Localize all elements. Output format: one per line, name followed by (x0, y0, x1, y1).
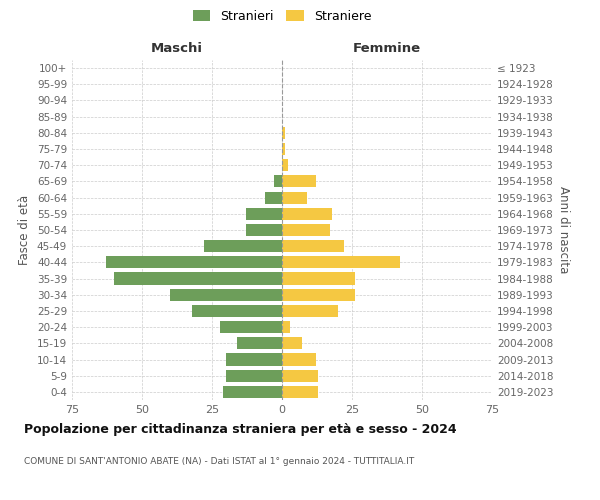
Bar (245, 224, 282, 236)
Bar (226, 354, 282, 366)
Y-axis label: Anni di nascita: Anni di nascita (557, 186, 570, 274)
Bar (265, 192, 282, 203)
Bar (106, 256, 282, 268)
Bar (203, 240, 282, 252)
Bar (223, 386, 282, 398)
Bar (282, 208, 332, 220)
Bar (282, 338, 302, 349)
Text: Popolazione per cittadinanza straniera per età e sesso - 2024: Popolazione per cittadinanza straniera p… (24, 422, 457, 436)
Bar (282, 176, 316, 188)
Bar (282, 127, 285, 139)
Bar (282, 305, 338, 317)
Bar (282, 321, 290, 333)
Bar (282, 288, 355, 301)
Bar (193, 305, 282, 317)
Bar (237, 338, 282, 349)
Bar (282, 159, 287, 172)
Bar (282, 354, 316, 366)
Text: Femmine: Femmine (353, 42, 421, 55)
Bar (282, 224, 329, 236)
Y-axis label: Fasce di età: Fasce di età (19, 195, 31, 265)
Bar (282, 143, 285, 155)
Bar (282, 272, 355, 284)
Bar (282, 240, 344, 252)
Text: COMUNE DI SANT'ANTONIO ABATE (NA) - Dati ISTAT al 1° gennaio 2024 - TUTTITALIA.I: COMUNE DI SANT'ANTONIO ABATE (NA) - Dati… (24, 458, 414, 466)
Bar (245, 208, 282, 220)
Bar (282, 370, 319, 382)
Bar (220, 321, 282, 333)
Legend: Stranieri, Straniere: Stranieri, Straniere (188, 5, 376, 28)
Bar (170, 288, 282, 301)
Bar (114, 272, 282, 284)
Bar (282, 192, 307, 203)
Bar (226, 370, 282, 382)
Bar (282, 386, 319, 398)
Bar (274, 176, 282, 188)
Bar (282, 256, 400, 268)
Text: Maschi: Maschi (151, 42, 203, 55)
